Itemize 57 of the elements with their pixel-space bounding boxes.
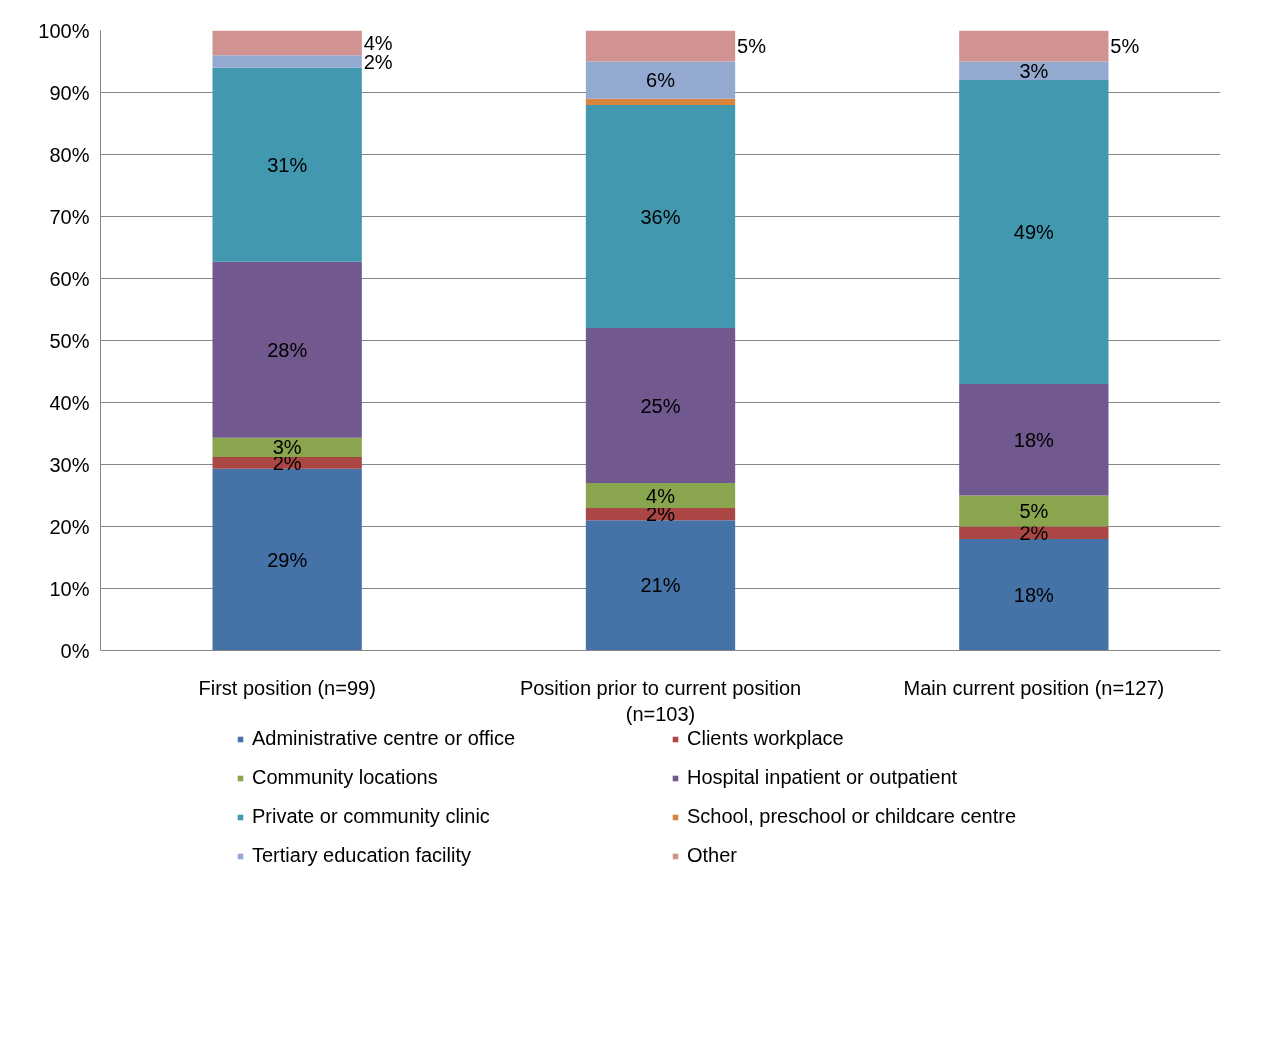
y-tick-label: 70% bbox=[49, 205, 90, 228]
bar bbox=[585, 483, 736, 508]
data-label: 25% bbox=[640, 394, 681, 417]
x-tick-label: Position prior to current position (n=103) bbox=[519, 676, 802, 725]
legend-label: Other bbox=[687, 844, 739, 867]
y-tick-label: 40% bbox=[49, 391, 90, 414]
data-label: 5% bbox=[737, 35, 767, 57]
data-label: 49% bbox=[1013, 221, 1055, 243]
data-label: 31% bbox=[267, 153, 308, 176]
data-label: 28% bbox=[267, 338, 308, 361]
legend-label: Hospital inpatient or outpatient bbox=[687, 766, 959, 789]
y-tick-label: 100% bbox=[38, 19, 90, 42]
legend-label: Clients workplace bbox=[687, 727, 845, 750]
data-label: 5% bbox=[1019, 500, 1049, 522]
data-label: 5% bbox=[1110, 35, 1140, 57]
y-tick-label: 10% bbox=[49, 577, 90, 600]
y-tick-label: 50% bbox=[49, 329, 90, 352]
bar bbox=[585, 328, 736, 484]
y-tick-label: 30% bbox=[49, 453, 90, 476]
legend-label: School, preschool or childcare centre bbox=[687, 805, 1018, 828]
data-label: 18% bbox=[1013, 583, 1055, 606]
bar bbox=[959, 80, 1109, 384]
data-label: 3% bbox=[1019, 59, 1049, 82]
bar bbox=[959, 538, 1109, 651]
bar bbox=[212, 30, 362, 56]
bar bbox=[212, 437, 362, 458]
legend-label: Community locations bbox=[252, 766, 439, 789]
data-label: 36% bbox=[640, 205, 681, 228]
bar bbox=[585, 104, 736, 329]
bar bbox=[585, 520, 736, 651]
bar bbox=[212, 67, 362, 262]
y-tick-label: 20% bbox=[49, 515, 90, 538]
y-tick-label: 0% bbox=[60, 639, 90, 662]
bar bbox=[959, 495, 1109, 527]
data-label: 2% bbox=[1019, 521, 1049, 544]
bar bbox=[585, 98, 736, 105]
x-tick-label: First position (n=99) bbox=[198, 676, 376, 699]
bar bbox=[585, 61, 736, 99]
legend-label: Private or community clinic bbox=[252, 805, 491, 828]
data-label: 18% bbox=[1013, 428, 1055, 451]
y-tick-label: 90% bbox=[49, 81, 90, 104]
data-label: 4% bbox=[646, 484, 676, 507]
bar bbox=[212, 261, 362, 438]
bar bbox=[959, 30, 1109, 62]
data-label: 21% bbox=[640, 574, 681, 597]
legend-label: Tertiary education facility bbox=[252, 844, 472, 867]
x-tick-label: Main current position (n=127) bbox=[903, 676, 1165, 699]
y-tick-label: 60% bbox=[49, 267, 90, 290]
legend-label: Administrative centre or office bbox=[252, 727, 517, 750]
data-label: 29% bbox=[267, 548, 308, 571]
bar bbox=[212, 55, 362, 68]
bar bbox=[212, 468, 362, 651]
bar bbox=[212, 457, 362, 469]
bar bbox=[585, 30, 736, 62]
y-tick-label: 80% bbox=[49, 143, 90, 166]
bar bbox=[959, 383, 1109, 496]
data-label: 6% bbox=[646, 69, 676, 92]
